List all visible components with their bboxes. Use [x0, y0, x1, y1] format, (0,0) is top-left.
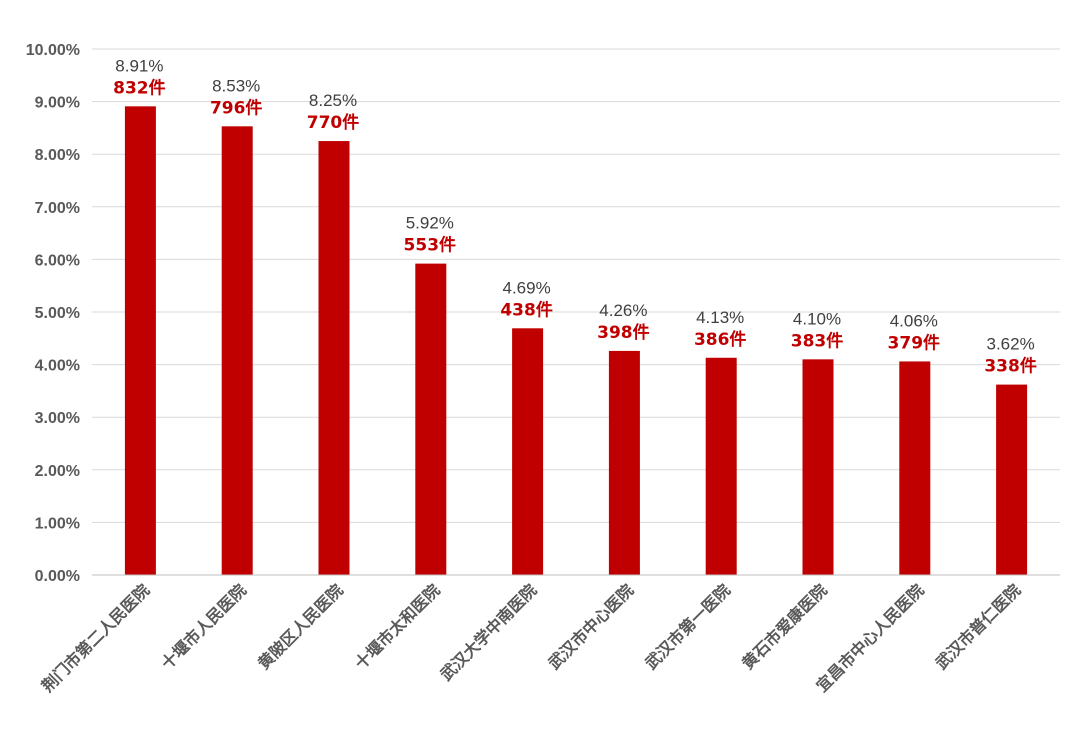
- category-label: 武汉市中心医院: [545, 580, 638, 673]
- count-label: 832件: [113, 77, 166, 98]
- percent-label: 3.62%: [986, 335, 1034, 354]
- y-axis-tick-labels: 0.00% 1.00% 2.00% 3.00% 4.00% 5.00% 6.00% 7.00%…: [26, 42, 80, 585]
- bar: [124, 106, 156, 576]
- count-label: 796件: [210, 97, 263, 118]
- bar: [512, 328, 544, 575]
- bar: [318, 141, 350, 576]
- count-label: 770件: [307, 112, 360, 133]
- count-label: 383件: [791, 330, 844, 351]
- data-labels: 8.91% 832件 8.53% 796件 8.25% 770件 5.92% 553件 4.69…: [113, 56, 1037, 376]
- category-label: 武汉市第一医院: [641, 580, 734, 673]
- count-label: 438件: [500, 299, 553, 320]
- percent-label: 8.25%: [309, 91, 357, 110]
- count-label: 338件: [984, 356, 1037, 377]
- gridlines: [92, 48, 1060, 523]
- y-tick-label: 9.00%: [35, 95, 80, 112]
- category-label: 黄陂区人民医院: [254, 580, 347, 673]
- category-label: 荆门市第二人民医院: [38, 580, 153, 695]
- category-label: 十堰市太和医院: [351, 580, 444, 673]
- percent-label: 4.10%: [793, 309, 841, 328]
- y-tick-label: 3.00%: [35, 410, 80, 427]
- bars: [124, 106, 1028, 576]
- y-tick-label: 6.00%: [35, 252, 80, 269]
- y-tick-label: 8.00%: [35, 147, 80, 164]
- y-tick-label: 7.00%: [35, 200, 80, 217]
- percent-label: 4.13%: [696, 308, 744, 327]
- bar: [899, 361, 931, 575]
- y-tick-label: 4.00%: [35, 358, 80, 375]
- y-tick-label: 0.00%: [35, 568, 80, 585]
- percent-label: 4.06%: [890, 311, 938, 330]
- category-label: 十堰市人民医院: [157, 580, 250, 673]
- percent-label: 5.92%: [406, 214, 454, 233]
- bar: [608, 350, 640, 575]
- category-label: 武汉大学中南医院: [436, 580, 540, 684]
- category-label: 宜昌市中心人民医院: [812, 580, 927, 695]
- category-label: 黄石市爱康医院: [738, 580, 831, 673]
- category-label: 武汉市普仁医院: [932, 580, 1025, 673]
- percent-label: 4.26%: [599, 301, 647, 320]
- y-tick-label: 1.00%: [35, 515, 80, 532]
- percent-label: 8.53%: [212, 76, 260, 95]
- count-label: 398件: [597, 322, 650, 343]
- count-label: 386件: [694, 329, 747, 350]
- percent-label: 8.91%: [115, 56, 163, 75]
- bar: [221, 126, 253, 576]
- bar: [705, 357, 737, 575]
- y-tick-label: 2.00%: [35, 463, 80, 480]
- percent-label: 4.69%: [502, 278, 550, 297]
- y-tick-label: 10.00%: [26, 42, 80, 59]
- bar: [415, 263, 447, 575]
- y-tick-label: 5.00%: [35, 305, 80, 322]
- bar: [802, 359, 834, 575]
- count-label: 553件: [404, 235, 457, 256]
- count-label: 379件: [888, 332, 941, 353]
- bar: [996, 384, 1028, 575]
